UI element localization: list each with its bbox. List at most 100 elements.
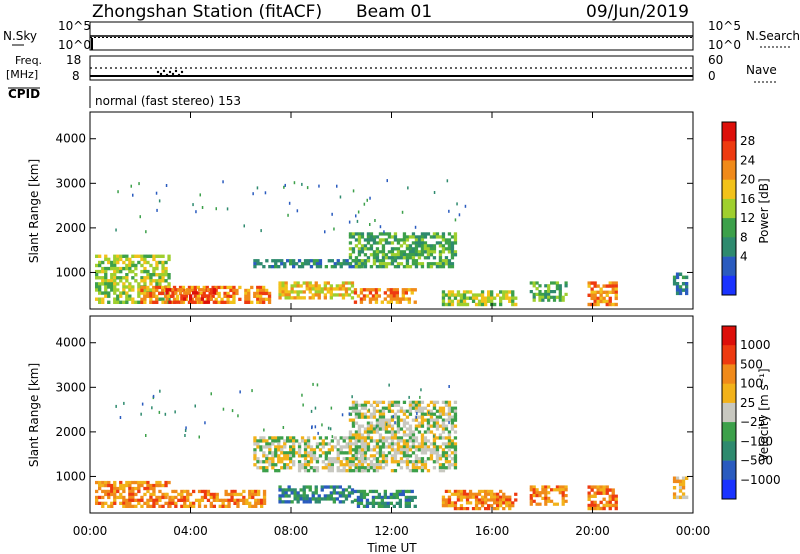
velocity-cell — [242, 489, 246, 494]
velocity-cell — [450, 406, 455, 410]
velocity-cell — [490, 489, 494, 493]
velocity-cell — [184, 434, 186, 437]
velocity-cell — [493, 507, 497, 511]
velocity-cell — [321, 466, 325, 470]
velocity-cell — [333, 457, 337, 461]
power-cell — [410, 288, 414, 292]
velocity-cell — [128, 504, 132, 508]
velocity-cell — [348, 448, 353, 452]
velocity-cell — [321, 445, 325, 449]
power-cell — [423, 247, 428, 251]
velocity-cell — [262, 466, 266, 470]
power-cell — [140, 257, 144, 262]
velocity-cell — [327, 463, 331, 467]
velocity-cell — [564, 488, 568, 492]
velocity-cell — [152, 498, 156, 502]
power-cell — [383, 230, 385, 234]
velocity-cell — [541, 491, 545, 495]
power-cell — [348, 247, 353, 251]
velocity-cell — [348, 430, 353, 434]
velocity-cell — [395, 492, 399, 497]
velocity-cell — [101, 483, 105, 488]
velocity-cell — [378, 400, 383, 404]
power-cell — [293, 181, 296, 185]
power-cell — [145, 230, 147, 234]
velocity-cell — [210, 392, 212, 396]
power-cell — [137, 285, 141, 289]
power-cell — [122, 260, 126, 265]
power-cell — [383, 297, 387, 301]
power-cell — [348, 262, 353, 266]
velocity-cell — [197, 498, 202, 502]
velocity-cell — [283, 454, 287, 458]
velocity-cell — [447, 489, 452, 493]
power-cell — [505, 293, 509, 297]
velocity-cell — [474, 495, 479, 499]
velocity-cell — [375, 409, 380, 413]
power-cell — [335, 293, 339, 297]
velocity-cell — [366, 400, 371, 404]
velocity-cell — [306, 454, 311, 458]
velocity-cell — [608, 503, 612, 508]
velocity-cell — [283, 457, 287, 461]
velocity-cell — [587, 503, 591, 508]
power-cell — [116, 260, 120, 265]
power-cell — [681, 275, 686, 280]
power-cell — [226, 207, 229, 211]
velocity-cell — [432, 436, 437, 440]
velocity-cell — [402, 412, 407, 416]
power-cell — [229, 285, 233, 290]
power-cell — [306, 186, 309, 190]
velocity-cell — [375, 457, 380, 461]
power-cell — [390, 253, 395, 257]
velocity-cell — [372, 469, 377, 473]
velocity-cell — [292, 436, 296, 440]
power-cell — [384, 241, 389, 245]
velocity-cell — [174, 489, 178, 494]
power-colorbar-swatch — [722, 218, 736, 238]
power-cell — [344, 293, 349, 297]
velocity-cell — [561, 502, 565, 506]
velocity-cell — [450, 424, 455, 428]
power-cell — [110, 282, 114, 286]
velocity-cell — [438, 457, 443, 461]
velocity-cell — [450, 445, 455, 449]
power-cell — [429, 244, 434, 248]
power-cell — [407, 297, 411, 301]
power-cell — [487, 299, 491, 303]
power-cell — [140, 254, 144, 258]
velocity-cell — [405, 409, 410, 413]
velocity-cell — [354, 463, 359, 467]
velocity-cell — [552, 488, 557, 492]
velocity-cell — [286, 451, 290, 455]
velocity-cell — [505, 501, 509, 505]
power-cell — [299, 296, 303, 300]
power-cell — [146, 276, 150, 280]
power-cell — [417, 241, 422, 245]
velocity-cell — [502, 498, 506, 502]
power-cell — [450, 235, 455, 239]
power-cell — [384, 238, 389, 242]
power-cell — [113, 273, 117, 277]
power-cell — [383, 291, 387, 295]
power-cell — [360, 250, 365, 254]
power-cell — [152, 269, 156, 274]
power-cell — [480, 293, 485, 297]
velocity-cell — [602, 506, 606, 511]
velocity-cell — [327, 466, 331, 470]
velocity-cell — [134, 498, 138, 502]
velocity-colorbar-tick: −100 — [740, 434, 773, 448]
power-cell — [344, 287, 349, 291]
velocity-cell — [544, 496, 548, 500]
velocity-cell — [274, 463, 278, 467]
power-cell — [259, 285, 263, 290]
power-cell — [155, 294, 159, 298]
power-cell — [611, 290, 615, 294]
velocity-cell — [453, 400, 458, 404]
power-cell — [110, 279, 114, 283]
power-cell — [116, 297, 120, 301]
velocity-cell — [608, 506, 612, 511]
velocity-cell — [348, 457, 353, 461]
velocity-cell — [396, 424, 401, 428]
power-cell — [587, 281, 591, 285]
